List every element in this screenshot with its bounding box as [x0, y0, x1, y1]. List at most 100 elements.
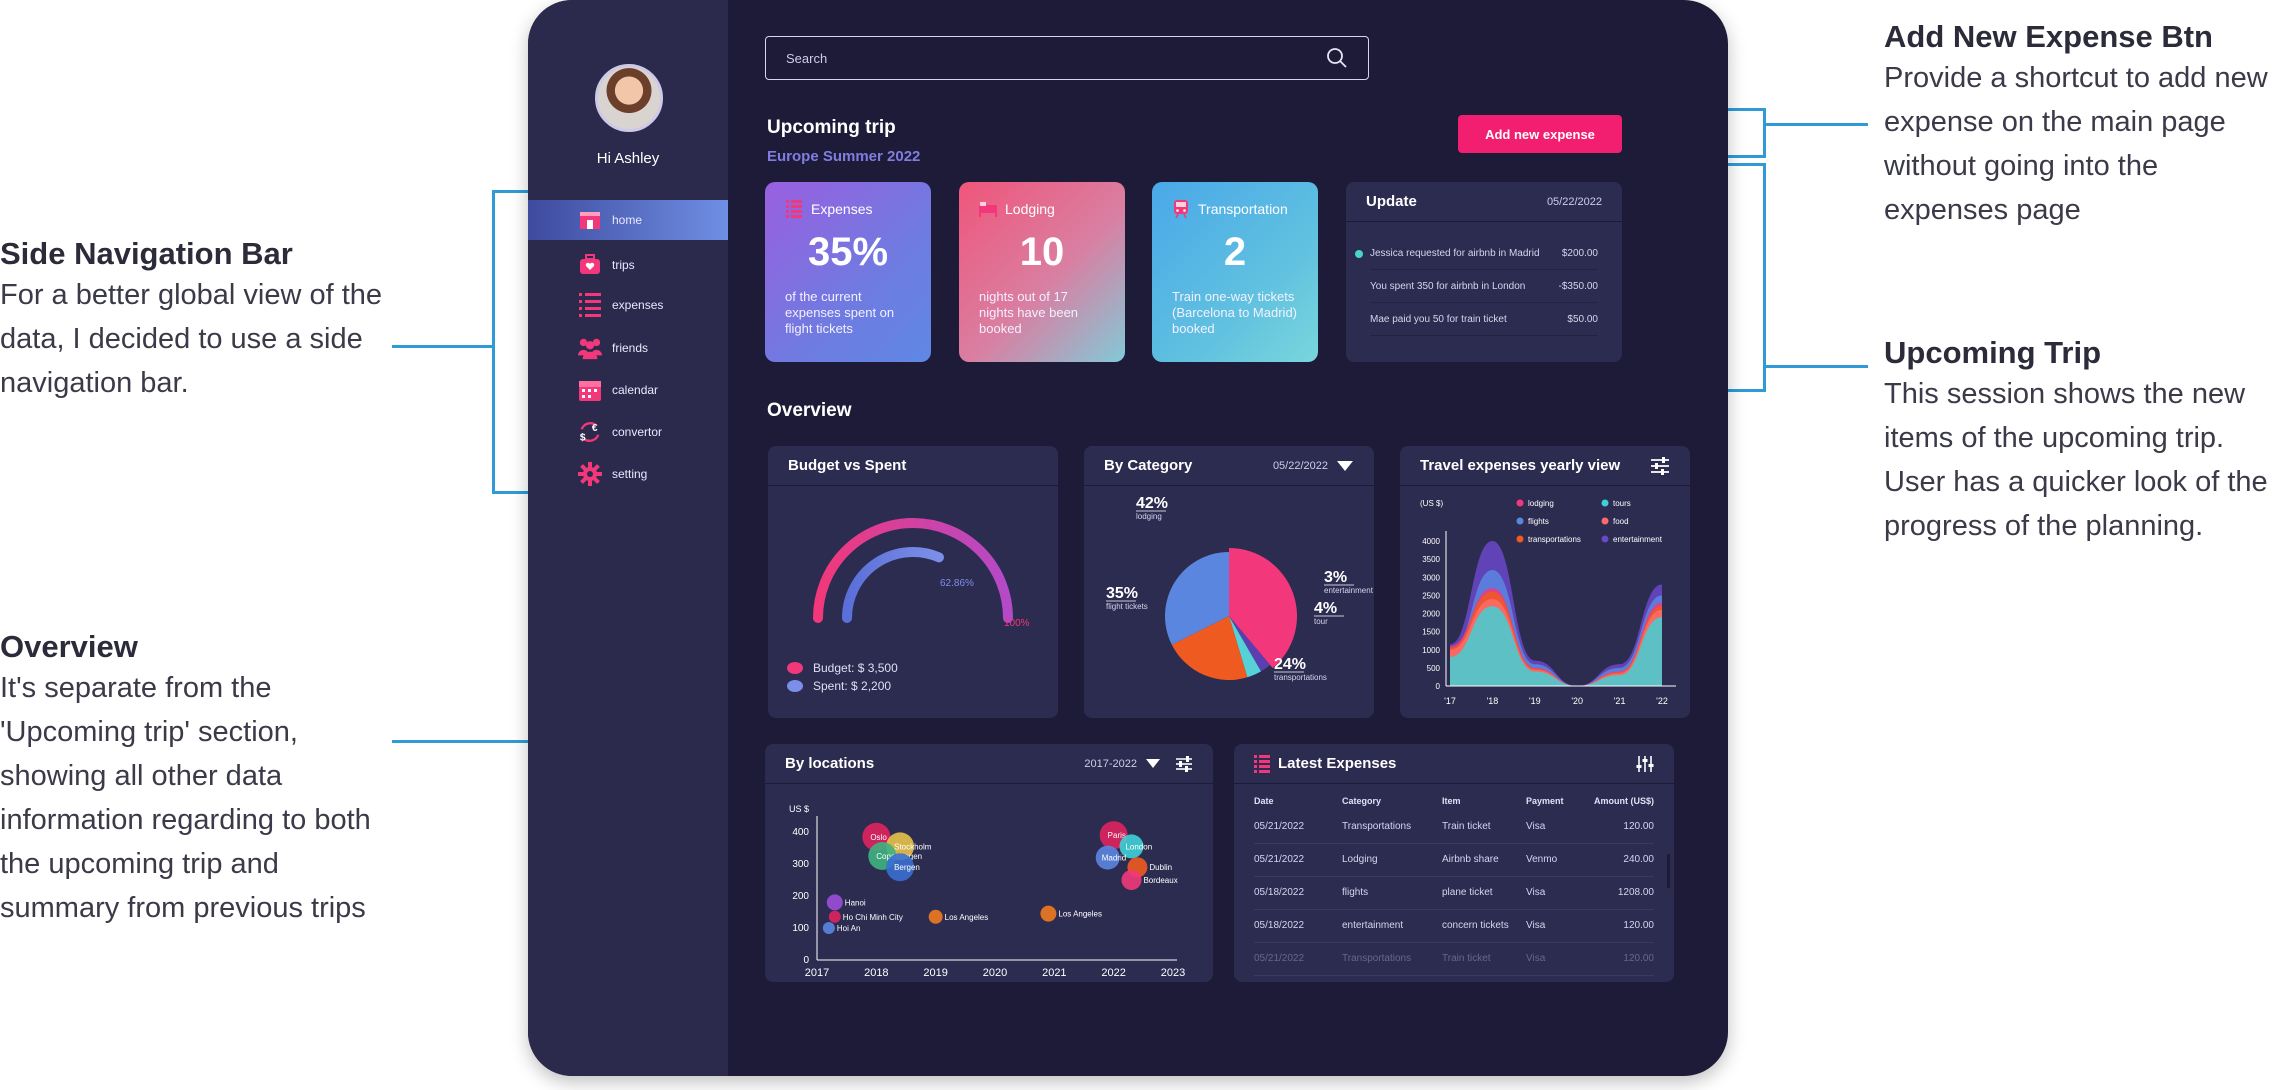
caret-down-icon[interactable]	[1336, 460, 1354, 472]
y-tick-label: 2500	[1422, 591, 1440, 600]
update-date: 05/22/2022	[1546, 195, 1602, 208]
category-title: By Category	[1104, 457, 1193, 474]
category-date-dropdown[interactable]: 05/22/2022	[1273, 460, 1354, 472]
y-axis-label: US $	[789, 804, 809, 814]
filter-sliders-icon[interactable]	[1175, 755, 1193, 772]
bubble-ho-chi-minh-city[interactable]	[828, 910, 841, 923]
annotation-line: For a better global view of the	[0, 279, 383, 311]
annotation-upcoming-trip: Upcoming Trip This session shows the new…	[1884, 334, 2280, 548]
stat-value: 10	[1019, 230, 1065, 274]
sidebar-item-calendar[interactable]: calendar	[528, 370, 728, 410]
legend-swatch	[1516, 535, 1524, 543]
cell-date: 05/18/2022	[1254, 876, 1342, 910]
update-row[interactable]: Mae paid you 50 for train ticket $50.00	[1370, 304, 1598, 336]
table-row[interactable]: 05/18/2022 flights plane ticket Visa 120…	[1254, 876, 1654, 910]
adjust-sliders-icon[interactable]	[1636, 755, 1654, 773]
pie-slice-lodging[interactable]	[1229, 548, 1297, 669]
list-icon	[578, 293, 602, 317]
bubble-los-angeles[interactable]	[928, 909, 943, 924]
column-header[interactable]: Date	[1254, 796, 1274, 806]
table-row[interactable]: 05/21/2022 Transportations Train ticket …	[1254, 810, 1654, 844]
update-title: Update	[1366, 193, 1417, 210]
pie-slice-flight-tickets[interactable]	[1165, 552, 1229, 645]
cell-item: Train ticket	[1442, 942, 1526, 976]
pie-category-label: tour	[1314, 617, 1328, 626]
cell-date: 05/21/2022	[1254, 810, 1342, 844]
cell-payment: Visa	[1526, 876, 1586, 910]
add-expense-button[interactable]: Add new expense	[1458, 115, 1622, 153]
legend-swatch	[1516, 499, 1524, 507]
y-tick-label: 2000	[1422, 610, 1440, 619]
locations-card-header: By locations 2017-2022	[765, 744, 1213, 784]
bubble-label: London	[1125, 842, 1152, 851]
bubble-london[interactable]	[1119, 834, 1144, 859]
bubble-bergen[interactable]	[886, 853, 915, 882]
y-tick-label: 3000	[1422, 573, 1440, 582]
area-series-tours[interactable]	[1450, 606, 1662, 686]
cell-date: 05/18/2022	[1254, 909, 1342, 943]
latest-expenses-table-wrap[interactable]: Date Category Item Payment Amount (US$) …	[1234, 784, 1674, 976]
search-input[interactable]: Search	[765, 36, 1369, 80]
category-card-header: By Category 05/22/2022	[1084, 446, 1374, 486]
cell-item: plane ticket	[1442, 876, 1526, 910]
annotation-line: information regarding to both	[0, 804, 371, 836]
cell-payment: Visa	[1526, 909, 1586, 943]
latest-expenses-header: Latest Expenses	[1234, 744, 1674, 784]
sidebar-item-setting[interactable]: setting	[528, 454, 728, 494]
column-header[interactable]: Item	[1442, 796, 1461, 806]
update-row[interactable]: Jessica requested for airbnb in Madrid $…	[1355, 238, 1598, 270]
x-tick-label: 2019	[923, 967, 947, 979]
cell-category: flights	[1342, 876, 1442, 910]
budget-legend-swatch	[787, 662, 803, 674]
search-icon[interactable]	[1326, 47, 1348, 69]
avatar[interactable]	[595, 64, 663, 132]
column-header[interactable]: Category	[1342, 796, 1382, 806]
pie-slice-tour[interactable]	[1229, 616, 1261, 678]
transportation-stat-card[interactable]: Transportation 2 Train one-way tickets (…	[1152, 182, 1318, 362]
annotation-title: Side Navigation Bar	[0, 236, 293, 271]
annotation-line: without going into the	[1884, 150, 2159, 182]
sidebar-item-friends[interactable]: friends	[528, 328, 728, 368]
caret-down-icon[interactable]	[1145, 758, 1161, 769]
scrollbar[interactable]	[1667, 854, 1670, 888]
locations-range-dropdown[interactable]: 2017-2022	[1084, 755, 1193, 772]
bubble-hoi-an[interactable]	[822, 922, 835, 934]
yearly-title: Travel expenses yearly view	[1420, 457, 1621, 474]
x-tick-label: '18	[1487, 696, 1499, 706]
legend-label: transportations	[1528, 535, 1581, 544]
sidebar-item-convertor[interactable]: $ € convertor	[528, 412, 728, 452]
x-tick-label: 2017	[805, 967, 829, 979]
bubble-hanoi[interactable]	[826, 894, 843, 911]
bubble-los-angeles[interactable]	[1040, 905, 1057, 922]
pie-slice-transportations[interactable]	[1171, 616, 1248, 680]
sidebar-item-label: expenses	[612, 298, 664, 312]
sidebar-item-expenses[interactable]: expenses	[528, 285, 728, 325]
bubble-bordeaux[interactable]	[1121, 870, 1142, 890]
expenses-stat-card[interactable]: Expenses 35% of the current expenses spe…	[765, 182, 931, 362]
filter-sliders-icon[interactable]	[1650, 456, 1670, 475]
table-row[interactable]: 05/18/2022 entertainment concern tickets…	[1254, 909, 1654, 943]
annotation-add-button: Add New Expense Btn Provide a shortcut t…	[1884, 18, 2280, 232]
update-row[interactable]: You spent 350 for airbnb in London -$350…	[1370, 271, 1598, 303]
leader-line	[1766, 365, 1868, 368]
bubble-madrid[interactable]	[1095, 845, 1120, 870]
x-tick-label: '19	[1529, 696, 1541, 706]
side-navigation-bar: Hi Ashley home trips expenses friends	[528, 0, 728, 1076]
locations-title: By locations	[785, 755, 875, 772]
bubble-label: Los Angeles	[945, 913, 989, 922]
pie-slice-entertainment[interactable]	[1229, 616, 1271, 672]
column-header[interactable]: Amount (US$)	[1594, 796, 1654, 806]
trip-name[interactable]: Europe Summer 2022	[767, 148, 921, 165]
sidebar-item-home[interactable]: home	[528, 200, 728, 240]
bubble-label: Hanoi	[845, 898, 866, 907]
table-row[interactable]: 05/21/2022 Lodging Airbnb share Venmo 24…	[1254, 843, 1654, 877]
table-row[interactable]: 05/21/2022 Transportations Train ticket …	[1254, 942, 1654, 976]
latest-expenses-table: Date Category Item Payment Amount (US$) …	[1254, 784, 1654, 976]
annotation-line: navigation bar.	[0, 367, 189, 399]
sidebar-item-trips[interactable]: trips	[528, 245, 728, 285]
cell-amount: 1208.00	[1586, 876, 1654, 910]
lodging-stat-card[interactable]: Lodging 10 nights out of 17 nights have …	[959, 182, 1125, 362]
column-header[interactable]: Payment	[1526, 796, 1564, 806]
legend-swatch	[1601, 517, 1609, 525]
